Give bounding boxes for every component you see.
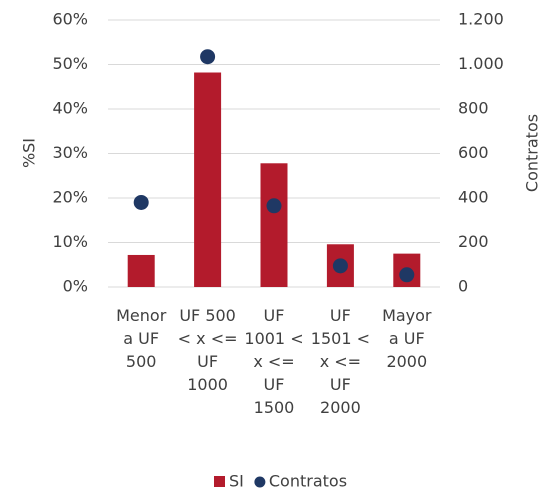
x-tick-label: UF 1001 < x <= UF 1500 bbox=[244, 306, 304, 417]
y-tick-label: 0% bbox=[63, 277, 88, 296]
y-tick-label: 10% bbox=[52, 232, 88, 251]
x-tick-label: Menor a UF 500 bbox=[116, 306, 167, 371]
x-tick-label: UF 500 < x <= UF 1000 bbox=[177, 306, 238, 394]
y2-tick-label: 1.000 bbox=[458, 54, 504, 73]
point bbox=[399, 267, 415, 283]
y2-tick-label: 0 bbox=[458, 277, 468, 296]
y-tick-label: 50% bbox=[52, 54, 88, 73]
y-tick-label: 40% bbox=[52, 99, 88, 118]
legend-swatch bbox=[254, 476, 266, 488]
y2-tick-label: 800 bbox=[458, 99, 489, 118]
legend-label: Contratos bbox=[269, 472, 347, 491]
y-tick-label: 30% bbox=[52, 143, 88, 162]
bar bbox=[127, 254, 155, 287]
y2-tick-label: 600 bbox=[458, 143, 489, 162]
x-tick-label: Mayor a UF 2000 bbox=[382, 306, 432, 371]
y-tick-label: 60% bbox=[52, 10, 88, 29]
bar bbox=[260, 163, 288, 287]
y2-tick-label: 400 bbox=[458, 188, 489, 207]
x-tick-label: UF 1501 < x <= UF 2000 bbox=[310, 306, 370, 417]
y2-tick-label: 200 bbox=[458, 232, 489, 251]
point bbox=[266, 198, 282, 214]
y-axis-title: %SI bbox=[20, 138, 39, 168]
point bbox=[332, 258, 348, 274]
point bbox=[200, 49, 216, 65]
legend-swatch bbox=[214, 476, 225, 487]
bar bbox=[194, 72, 222, 287]
y2-tick-label: 1.200 bbox=[458, 10, 504, 29]
y2-axis-title: Contratos bbox=[523, 114, 542, 192]
legend-label: SI bbox=[229, 472, 244, 491]
y-tick-label: 20% bbox=[52, 188, 88, 207]
point bbox=[133, 194, 149, 210]
